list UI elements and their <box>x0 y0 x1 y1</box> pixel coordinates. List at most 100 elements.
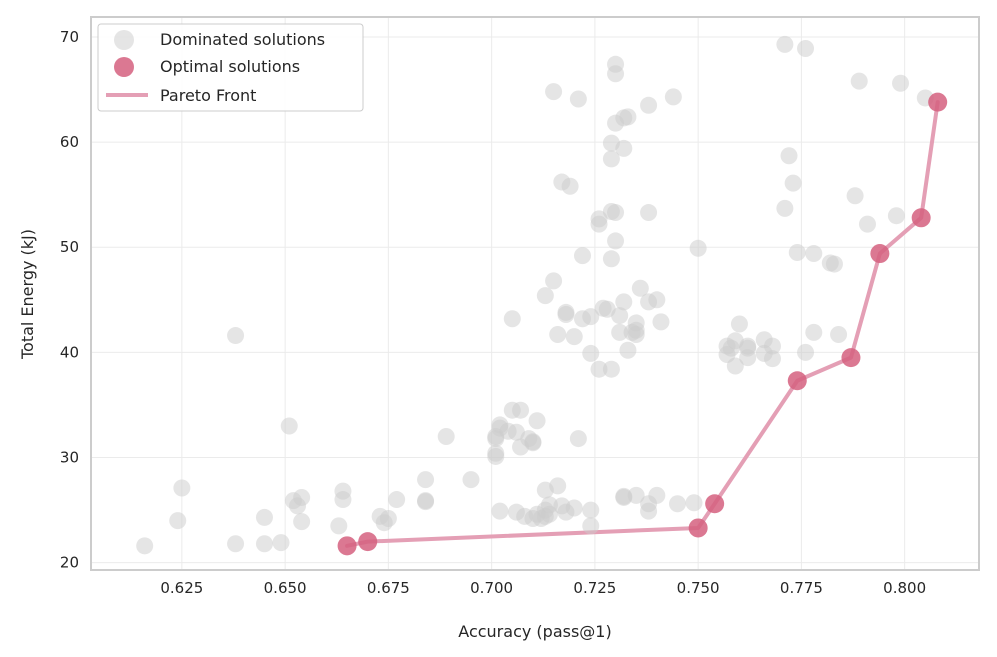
dominated-point <box>730 315 748 333</box>
y-axis-label: Total Energy (kJ) <box>18 229 37 360</box>
dominated-point <box>549 477 567 495</box>
dominated-point <box>887 207 905 225</box>
dominated-point <box>640 502 658 520</box>
dominated-point <box>334 482 352 500</box>
dominated-point <box>631 279 649 297</box>
dominated-point <box>664 88 682 106</box>
dominated-point <box>280 417 298 435</box>
dominated-point <box>169 512 187 530</box>
dominated-point <box>379 509 397 527</box>
dominated-point <box>561 177 579 195</box>
optimal-point <box>787 371 807 391</box>
dominated-point <box>487 447 505 465</box>
optimal-points-layer <box>337 92 948 556</box>
dominated-point <box>173 479 191 497</box>
dominated-point <box>590 210 608 228</box>
dominated-point <box>565 499 583 517</box>
dominated-point <box>437 427 455 445</box>
dominated-points-layer <box>136 35 934 555</box>
optimal-point <box>928 92 948 112</box>
dominated-point <box>272 534 290 552</box>
dominated-point <box>417 471 435 489</box>
y-tick-label: 20 <box>60 554 79 572</box>
dominated-point <box>611 307 629 325</box>
dominated-point <box>627 326 645 344</box>
legend-label-front: Pareto Front <box>160 86 256 105</box>
dominated-point <box>602 360 620 378</box>
dominated-point <box>557 306 575 324</box>
x-tick-label: 0.700 <box>470 579 513 597</box>
dominated-point <box>776 199 794 217</box>
x-tick-label: 0.625 <box>160 579 203 597</box>
dominated-point <box>805 245 823 263</box>
dominated-point <box>545 272 563 290</box>
dominated-point <box>763 350 781 368</box>
dominated-point <box>524 433 542 451</box>
dominated-point <box>739 337 757 355</box>
y-tick-label: 40 <box>60 343 79 361</box>
dominated-point <box>503 310 521 328</box>
dominated-point <box>293 513 311 531</box>
dominated-point <box>549 326 567 344</box>
dominated-point <box>330 517 348 535</box>
dominated-point <box>388 491 406 509</box>
dominated-point <box>565 328 583 346</box>
dominated-point <box>858 215 876 233</box>
dominated-point <box>619 108 637 126</box>
dominated-point <box>590 360 608 378</box>
dominated-point <box>788 243 806 261</box>
dominated-point <box>689 239 707 257</box>
dominated-point <box>640 96 658 114</box>
dominated-point <box>607 232 625 250</box>
x-axis-label: Accuracy (pass@1) <box>458 622 611 641</box>
legend-label-optimal: Optimal solutions <box>160 57 300 76</box>
dominated-point <box>569 430 587 448</box>
dominated-point <box>227 535 245 553</box>
dominated-point <box>615 487 633 505</box>
x-tick-label: 0.675 <box>367 579 410 597</box>
dominated-point <box>619 341 637 359</box>
dominated-point <box>582 344 600 362</box>
optimal-point <box>705 494 725 514</box>
optimal-point <box>688 518 708 538</box>
x-tick-label: 0.650 <box>264 579 307 597</box>
dominated-point <box>825 255 843 273</box>
dominated-point <box>462 471 480 489</box>
dominated-point <box>846 187 864 205</box>
grid <box>91 17 979 570</box>
dominated-point <box>540 496 558 514</box>
dominated-point <box>545 83 563 101</box>
dominated-point <box>607 204 625 222</box>
dominated-point <box>582 501 600 519</box>
optimal-point <box>870 244 890 264</box>
optimal-point <box>841 348 861 368</box>
legend: Dominated solutions Optimal solutions Pa… <box>97 23 364 112</box>
dominated-point <box>648 486 666 504</box>
dominated-point <box>602 150 620 168</box>
dominated-point <box>648 291 666 309</box>
dominated-point <box>797 343 815 361</box>
y-axis-ticks: 20 30 40 50 60 70 <box>60 28 79 572</box>
optimal-point <box>358 532 378 552</box>
legend-box <box>97 23 364 112</box>
dominated-point <box>491 502 509 520</box>
dominated-point <box>293 488 311 506</box>
y-tick-label: 70 <box>60 28 79 46</box>
optimal-point <box>337 536 357 556</box>
dominated-point <box>780 147 798 165</box>
dominated-point <box>255 508 273 526</box>
dominated-point <box>512 401 530 419</box>
dominated-point <box>136 537 154 555</box>
legend-marker-dominated <box>114 30 134 50</box>
x-tick-label: 0.775 <box>780 579 823 597</box>
dominated-point <box>784 174 802 192</box>
legend-label-dominated: Dominated solutions <box>160 30 325 49</box>
dominated-point <box>227 327 245 345</box>
y-tick-label: 50 <box>60 238 79 256</box>
dominated-point <box>536 287 554 305</box>
dominated-point <box>830 326 848 344</box>
dominated-point <box>805 323 823 341</box>
dominated-point <box>607 65 625 83</box>
dominated-point <box>582 308 600 326</box>
